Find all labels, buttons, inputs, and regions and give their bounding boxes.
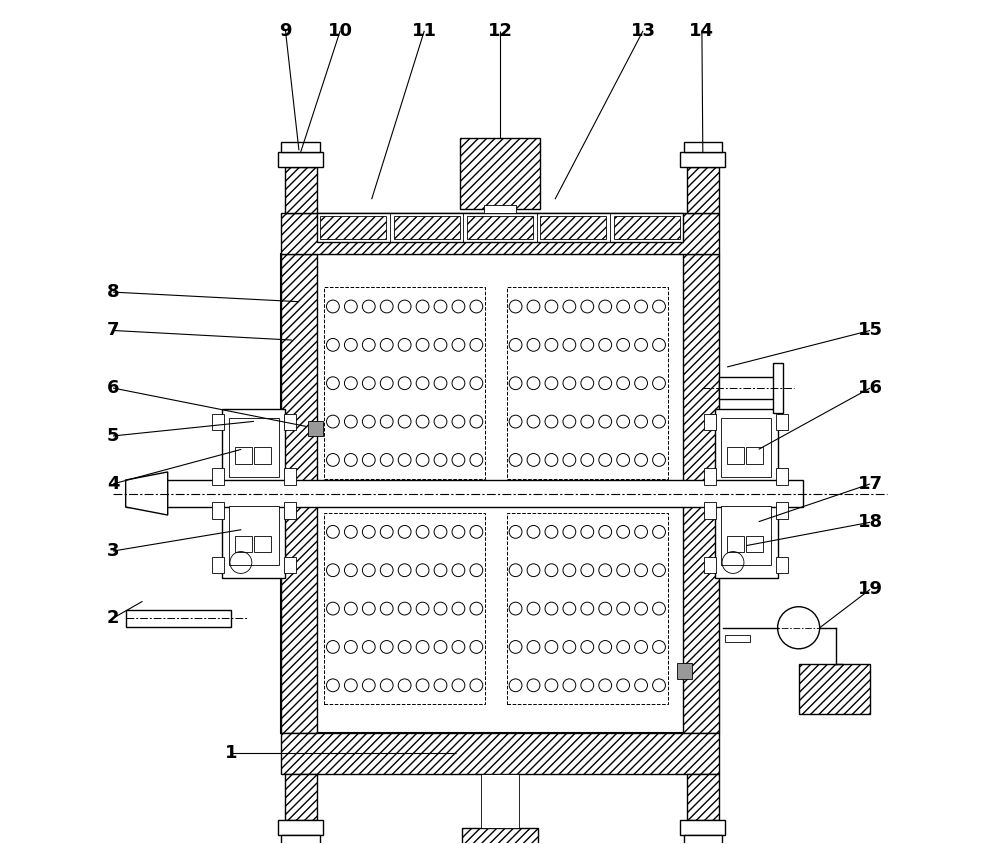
Bar [324,287,485,479]
Text: 10: 10 [328,22,353,40]
Bar [222,409,285,490]
Bar [462,828,538,844]
Bar [229,506,279,565]
Bar [719,377,778,398]
Text: 18: 18 [858,513,883,531]
Text: 9: 9 [279,22,292,40]
Bar [394,216,460,239]
Bar [507,287,668,479]
Bar [235,536,252,552]
Bar [746,447,763,464]
Text: 17: 17 [858,475,883,493]
Bar [746,536,763,552]
Bar [285,774,317,820]
Bar [704,502,716,519]
Bar [212,502,224,519]
Bar [254,447,271,464]
Bar [284,556,296,573]
Bar [222,498,285,577]
Bar [687,774,719,820]
Bar [773,363,783,414]
Bar [687,167,719,214]
Bar [683,254,719,733]
Bar [281,214,719,254]
Text: 16: 16 [858,379,883,397]
Bar [308,421,323,436]
Text: 2: 2 [107,609,119,627]
Bar [680,820,725,835]
Bar [680,152,725,167]
Text: 8: 8 [107,283,119,301]
Bar [212,556,224,573]
Bar [725,636,750,642]
Text: 15: 15 [858,322,883,339]
Bar [715,498,778,577]
Bar [324,512,485,705]
Bar [704,414,716,430]
Text: 1: 1 [225,744,237,762]
Bar [727,536,744,552]
Bar [776,468,788,485]
Bar [317,214,683,241]
Text: 11: 11 [412,22,437,40]
Text: 12: 12 [488,22,512,40]
Bar [284,414,296,430]
Bar [799,663,870,714]
Bar [229,418,279,477]
Text: 3: 3 [107,542,119,560]
Bar [281,142,320,152]
Polygon shape [126,472,168,515]
Bar [684,142,722,152]
Bar [281,254,719,733]
Bar [481,774,519,828]
Bar [684,835,722,844]
Bar [320,216,386,239]
Text: 19: 19 [858,581,883,598]
Bar [677,663,692,679]
Bar [484,205,516,214]
Bar [126,609,231,626]
Bar [507,512,668,705]
Bar [704,556,716,573]
Bar [776,556,788,573]
Bar [776,414,788,430]
Bar [776,502,788,519]
Text: 13: 13 [631,22,656,40]
Bar [281,733,719,774]
Bar [721,506,771,565]
Bar [540,216,606,239]
Bar [212,468,224,485]
Text: 5: 5 [107,427,119,445]
Bar [284,468,296,485]
Bar [460,138,540,209]
Bar [235,447,252,464]
Bar [614,216,680,239]
Text: 7: 7 [107,322,119,339]
Bar [285,167,317,214]
Bar [212,414,224,430]
Text: 4: 4 [107,475,119,493]
Bar [704,468,716,485]
Bar [278,152,323,167]
Bar [254,536,271,552]
Text: 6: 6 [107,379,119,397]
Bar [278,820,323,835]
Bar [281,254,317,733]
Bar [727,447,744,464]
Bar [281,835,320,844]
Text: 14: 14 [689,22,714,40]
Bar [721,418,771,477]
Bar [284,502,296,519]
Bar [715,409,778,490]
Bar [467,216,533,239]
Bar [126,480,803,507]
